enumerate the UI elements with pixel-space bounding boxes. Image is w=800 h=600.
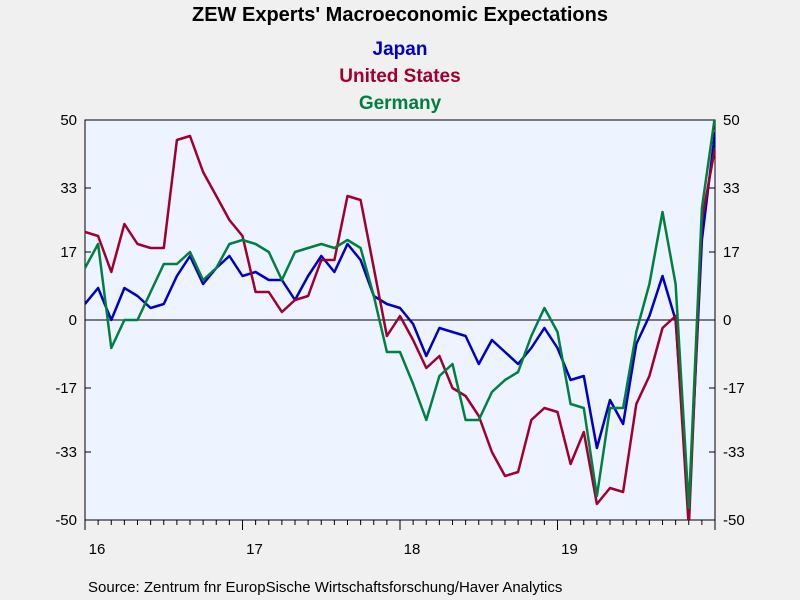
series-line-united-states [85, 134, 715, 520]
y-tick-label-right: -50 [723, 512, 745, 529]
y-tick-label-left: 33 [60, 180, 77, 197]
x-tick-label: 17 [246, 541, 263, 558]
y-tick-label-right: 17 [723, 244, 740, 261]
y-tick-label-right: 50 [723, 112, 740, 129]
y-tick-label-left: -17 [55, 380, 77, 397]
y-tick-label-left: 17 [60, 244, 77, 261]
y-tick-label-left: -33 [55, 444, 77, 461]
series-line-germany [85, 120, 715, 510]
y-tick-label-left: 50 [60, 112, 77, 129]
y-tick-label-left: 0 [69, 312, 77, 329]
chart-title: ZEW Experts' Macroeconomic Expectations [192, 4, 608, 26]
x-tick-label: 19 [561, 541, 578, 558]
series-line-japan [85, 131, 715, 514]
x-tick-label: 18 [404, 541, 421, 558]
y-axis-left: 50 33 17 0 -17 -33 -50 [55, 112, 91, 529]
x-axis: 16 17 18 19 [84, 520, 716, 558]
y-tick-label-right: 0 [723, 312, 731, 329]
series-lines [85, 120, 715, 520]
y-tick-label-right: -17 [723, 380, 745, 397]
y-tick-label-left: -50 [55, 512, 77, 529]
y-tick-label-right: -33 [723, 444, 745, 461]
x-tick-label: 16 [89, 541, 106, 558]
subtitle-japan: Japan [373, 39, 428, 60]
y-tick-label-right: 33 [723, 180, 740, 197]
y-axis-right: 50 33 17 0 -17 -33 -50 [709, 112, 745, 529]
subtitle-germany: Germany [359, 93, 442, 114]
source-note: Source: Zentrum fnr EuropSische Wirtscha… [88, 579, 562, 596]
subtitle-united-states: United States [339, 66, 460, 87]
